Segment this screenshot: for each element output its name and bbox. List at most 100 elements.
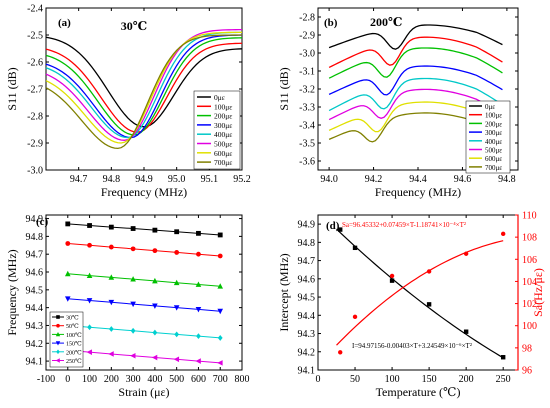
series-line [45,34,243,139]
data-point [173,305,180,311]
y-tick-label: -2.6 [27,58,43,69]
y-tick-label: -3.2 [299,85,315,96]
data-point [463,329,469,334]
data-point [195,358,201,364]
data-point [86,298,93,304]
y-tick-label: -2.4 [27,4,43,15]
y-tick-label: -3.0 [299,49,315,60]
data-point [86,272,93,278]
panel-b: 94.0 94.2 94.4 94.6 94.8 -3.6 -3.5 -3.4 -3.3 -3.2… [277,7,519,199]
series-line [67,324,221,339]
y-tick-label: 94.9 [26,214,44,225]
data-point [87,324,92,331]
legend-entry: 30℃ [66,315,79,322]
series-line [328,47,503,79]
fit-equation-intercept: I=94.97156-0.00403×T+3.24549×10⁻⁶×T² [352,342,472,350]
legend-box [193,90,241,170]
legend-entry: 100με [485,112,502,120]
x-tick-label: 0 [65,374,70,385]
data-point [217,360,223,366]
y2-tick-label: 96 [522,366,532,377]
data-point [338,350,343,355]
panel-c: -100 0 100 200 300 400 500 600 700 800 94.1 94.2 94.… [5,214,250,399]
y-tick-label: -2.9 [27,139,43,150]
legend-entry: 50℃ [66,323,79,330]
y-tick-label: 94.7 [26,250,44,261]
series-line [67,273,221,287]
x-tick-label: 500 [169,374,184,385]
y-axis-label: S11 (dB) [5,67,19,110]
x-tick-label: 94.0 [320,174,338,185]
series-line [67,223,221,236]
data-point [426,269,432,274]
data-point [65,221,71,227]
x-tick-label: 94.8 [103,174,121,185]
data-point [217,283,224,289]
y2-tick-label: 102 [522,299,537,310]
y-tick-label: 94.4 [26,303,44,314]
y2-axis-label: Sa(Hz/με) [531,268,545,317]
x-tick-label: 94.7 [70,174,88,185]
panel-a: 94.7 94.8 94.9 95.0 95.1 95.2 -3.0 -2.9 -2.8 -2.7… [5,4,251,200]
series-line [67,243,221,257]
legend-box [49,311,84,368]
x-tick-label: 400 [147,374,162,385]
x-tick-label: 700 [213,374,228,385]
data-point [108,351,114,357]
series-line [45,31,243,139]
series-line [45,34,242,150]
legend-marker [56,323,60,328]
data-point [65,241,71,246]
y2-tick-label: 108 [522,233,537,244]
legend-entry: 100με [214,102,232,111]
data-point [195,307,202,313]
data-point [108,326,114,332]
data-point [217,308,224,315]
y-tick-label: 94.3 [298,329,316,340]
y-axis-label: Intercept (MHz) [277,253,291,331]
series-line [328,88,503,121]
legend-entry: 700με [214,158,232,167]
legend-entry: 700με [485,164,502,172]
plot-frame [45,214,243,371]
series-line [45,31,243,144]
panel-condition: 30℃ [121,19,147,33]
data-point [352,245,358,251]
y-tick-label: -2.9 [299,31,315,42]
data-point [152,277,158,284]
y-tick-label: 94.8 [298,238,316,249]
y-tick-label: -2.8 [299,13,315,24]
x-tick-label: 600 [191,374,206,385]
panel-label: (a) [58,17,71,29]
data-point [130,276,136,282]
data-point [152,303,158,309]
panel-label: (b) [324,17,338,29]
data-point [108,224,114,230]
data-point [426,302,432,307]
y-tick-label: 94.2 [26,339,44,350]
y-tick-label: 94.4 [298,311,316,322]
panel-d: 0 50 100 150 200 250 94.1 94.2 94.3 94.4 94.5 94.6 9… [277,211,545,400]
legend-entry: 200με [485,120,502,128]
data-point [130,301,136,308]
data-point [196,230,201,236]
data-point [174,250,180,255]
y2-tick-label: 100 [522,321,537,332]
legend-marker [56,349,60,355]
y-tick-label: -3.3 [299,103,315,114]
data-point [152,329,158,336]
y-tick-label: -2.7 [27,85,43,96]
x-axis-label: Strain (με) [118,385,169,399]
fit-equation-sa: Sa=96.45332+0.07459×T-1.18741×10⁻⁴×T² [342,221,466,229]
data-point [196,251,201,257]
legend-entry: 300με [485,129,502,137]
data-point [500,231,506,237]
x-tick-label: 0 [316,374,321,385]
y-tick-label: -3.5 [299,139,315,150]
data-point [87,223,92,228]
x-tick-label: 150 [422,374,437,385]
legend-entry: 100℃ [66,332,82,339]
x-tick-label: 95.1 [201,174,219,185]
legend-entry: 300με [214,121,232,130]
y-tick-label: 94.7 [298,256,316,267]
